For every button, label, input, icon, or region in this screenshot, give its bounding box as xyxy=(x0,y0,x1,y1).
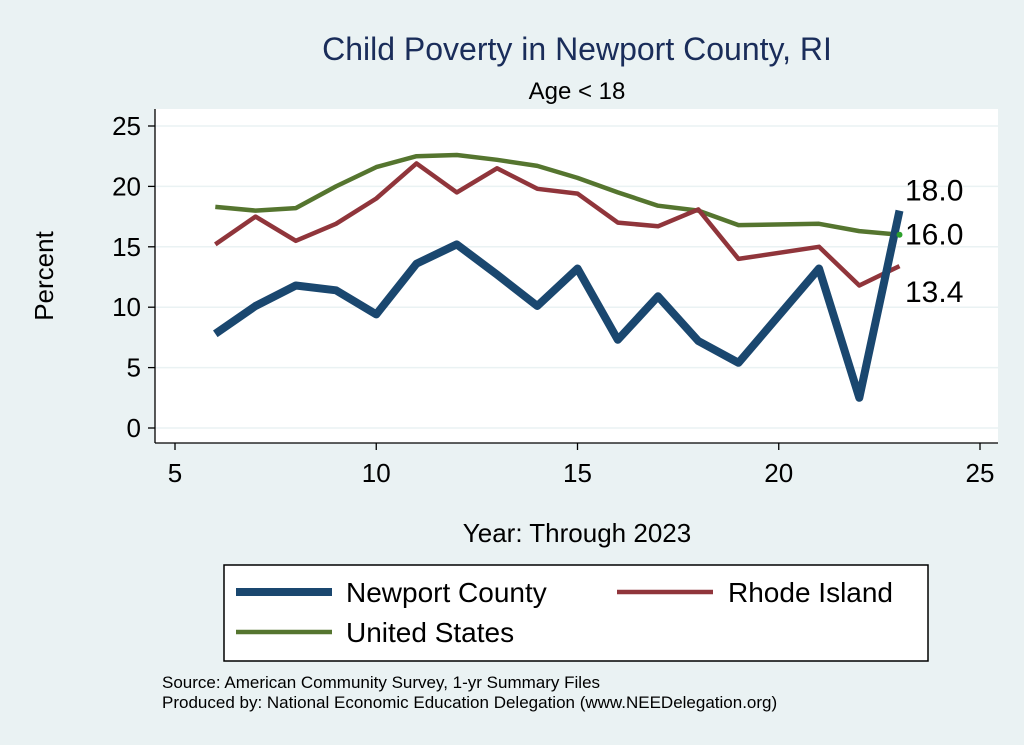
end-point-united-states xyxy=(896,231,903,238)
source-note: Source: American Community Survey, 1-yr … xyxy=(162,673,600,692)
y-tick-label: 0 xyxy=(127,413,141,443)
x-tick-label: 20 xyxy=(764,458,793,488)
produced-by-note: Produced by: National Economic Education… xyxy=(162,693,777,712)
end-label-newport-county: 18.0 xyxy=(905,175,963,208)
series-line-united-states xyxy=(215,152,900,237)
legend-box xyxy=(223,564,929,662)
series-line-rhode-island xyxy=(214,161,901,288)
y-axis-title: Percent xyxy=(29,230,59,320)
y-tick-label: 5 xyxy=(127,353,141,383)
legend-label-united-states: United States xyxy=(346,617,514,648)
end-labels: 18.0 16.0 13.4 xyxy=(905,175,963,310)
x-tick-label: 15 xyxy=(563,458,592,488)
chart-title: Child Poverty in Newport County, RI xyxy=(322,31,832,67)
x-tick-label: 25 xyxy=(966,458,995,488)
y-tick-label: 15 xyxy=(112,232,141,262)
legend: Newport County Rhode Island United State… xyxy=(223,564,929,662)
legend-label-rhode-island: Rhode Island xyxy=(728,577,893,608)
plot-area xyxy=(155,109,998,443)
series-line-newport-county xyxy=(213,209,904,402)
legend-label-newport-county: Newport County xyxy=(346,577,547,608)
y-tick-label: 25 xyxy=(112,111,141,141)
end-label-united-states: 16.0 xyxy=(905,219,963,252)
x-axis-title: Year: Through 2023 xyxy=(463,518,691,548)
chart-subtitle: Age < 18 xyxy=(529,78,626,105)
x-tick-label: 10 xyxy=(362,458,391,488)
x-tick-label: 5 xyxy=(168,458,182,488)
y-tick-label: 20 xyxy=(112,171,141,201)
y-tick-label: 10 xyxy=(112,292,141,322)
series-lines xyxy=(213,152,904,402)
end-label-rhode-island: 13.4 xyxy=(905,276,963,309)
grid-lines xyxy=(155,125,998,429)
